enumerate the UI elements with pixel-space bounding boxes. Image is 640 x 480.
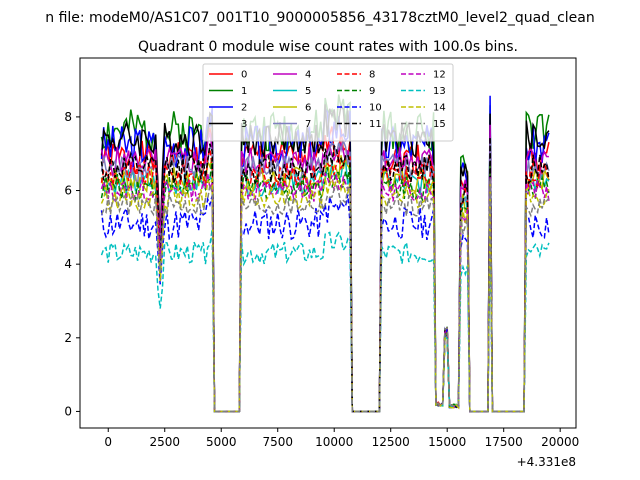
x-tick-label: 10000: [315, 435, 353, 449]
x-tick-label: 5000: [206, 435, 237, 449]
x-tick-label: 15000: [428, 435, 466, 449]
y-tick-label: 2: [64, 331, 72, 345]
x-tick-label: 7500: [262, 435, 293, 449]
legend-label: 12: [433, 70, 446, 81]
x-tick-label: 12500: [372, 435, 410, 449]
legend-label: 11: [369, 119, 382, 130]
legend-label: 13: [433, 86, 446, 97]
legend-label: 8: [369, 70, 375, 81]
legend-label: 7: [305, 119, 311, 130]
plot-frame: [79, 57, 577, 429]
legend-label: 14: [433, 103, 446, 114]
legend-label: 6: [305, 103, 311, 114]
x-tick-label: 20000: [541, 435, 579, 449]
y-tick-label: 0: [64, 404, 72, 418]
legend-label: 4: [305, 70, 311, 81]
legend-label: 0: [241, 70, 247, 81]
legend-label: 5: [305, 86, 311, 97]
x-tick-label: 2500: [149, 435, 180, 449]
series-line-10: [100, 194, 550, 413]
y-tick-label: 8: [64, 110, 72, 124]
y-axis: 0 2 4 6 8: [64, 110, 80, 418]
legend-label: 10: [369, 103, 382, 114]
legend-label: 3: [241, 119, 247, 130]
x-tick-label: 17500: [485, 435, 523, 449]
plot-lines: [100, 94, 550, 413]
legend-label: 1: [241, 86, 247, 97]
figure-suptitle: n file: modeM0/AS1C07_001T10_9000005856_…: [45, 10, 594, 26]
series-line-15: [100, 177, 550, 413]
legend-label: 2: [241, 103, 247, 114]
series-line-2: [100, 95, 550, 413]
legend-frame: [202, 63, 454, 142]
series-line-13: [100, 227, 550, 413]
legend-label: 9: [369, 86, 375, 97]
series-line-14: [100, 176, 550, 413]
legend-label: 15: [433, 119, 446, 130]
chart-title: Quadrant 0 module wise count rates with …: [138, 39, 518, 55]
y-tick-label: 4: [64, 257, 72, 271]
series-line-1: [100, 94, 550, 413]
x-offset-label: +4.331e8: [517, 455, 576, 469]
x-axis: 0 2500 5000 7500 10000 12500 15000 17500 20000: [104, 428, 579, 449]
x-tick-label: 0: [104, 435, 112, 449]
y-tick-label: 6: [64, 184, 72, 198]
